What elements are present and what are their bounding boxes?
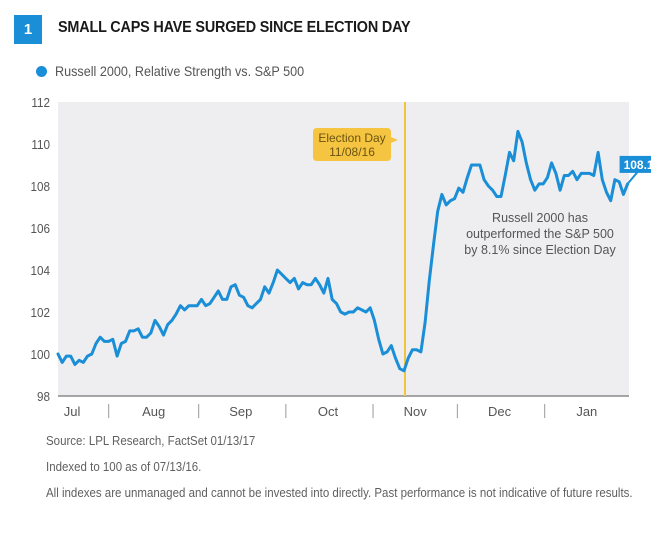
outperformance-note: Russell 2000 has outperformed the S&P 50… xyxy=(464,211,616,257)
end-label-text: 108.1 xyxy=(624,158,651,172)
y-tick-label: 104 xyxy=(30,263,50,278)
x-tick-label: Dec xyxy=(488,404,512,419)
end-label-box xyxy=(619,155,651,173)
index-note: Indexed to 100 as of 07/13/16. xyxy=(46,460,202,474)
y-tick-label: 100 xyxy=(30,347,50,362)
legend-marker-icon xyxy=(36,65,47,77)
disclaimer: All indexes are unmanaged and cannot be … xyxy=(46,486,633,500)
source-note: Source: LPL Research, FactSet 01/13/17 xyxy=(46,434,256,448)
x-tick-label: Nov xyxy=(404,404,428,419)
x-axis: Jul Aug Sep Oct Nov Dec Jan xyxy=(64,404,597,419)
end-value-label: 108.1 xyxy=(619,155,651,185)
note-line: outperformed the S&P 500 xyxy=(466,227,614,241)
note-line: Russell 2000 has xyxy=(492,211,588,225)
x-tick-label: Jan xyxy=(576,404,597,419)
y-tick-label: 112 xyxy=(31,95,50,110)
x-tick-label: Oct xyxy=(318,404,339,419)
figure-number-badge: 1 xyxy=(14,15,42,44)
legend: Russell 2000, Relative Strength vs. S&P … xyxy=(36,63,332,79)
y-tick-label: 98 xyxy=(37,389,50,404)
callout-label: Election Day xyxy=(318,131,385,145)
series-line-russell-2000 xyxy=(56,129,630,373)
x-tick-label: Sep xyxy=(229,404,252,419)
callout-date: 11/08/16 xyxy=(329,145,375,159)
chart-svg: 98 100 102 104 106 108 110 112 Jul Aug Sep Oct Nov D… xyxy=(30,95,651,419)
callout-box xyxy=(313,128,398,161)
y-tick-label: 102 xyxy=(30,305,50,320)
y-tick-label: 106 xyxy=(30,221,50,236)
y-axis: 98 100 102 104 106 108 110 112 xyxy=(30,95,50,404)
chart-title: SMALL CAPS HAVE SURGED SINCE ELECTION DA… xyxy=(58,19,411,36)
legend-label: Russell 2000, Relative Strength vs. S&P … xyxy=(55,63,305,79)
x-tick-label: Jul xyxy=(64,404,81,419)
x-tick-label: Aug xyxy=(142,404,165,419)
y-tick-label: 108 xyxy=(30,179,50,194)
end-label-leader xyxy=(626,171,639,185)
y-tick-label: 110 xyxy=(31,137,50,152)
election-day-callout: Election Day 11/08/16 xyxy=(313,128,398,161)
note-line: by 8.1% since Election Day xyxy=(464,243,616,257)
